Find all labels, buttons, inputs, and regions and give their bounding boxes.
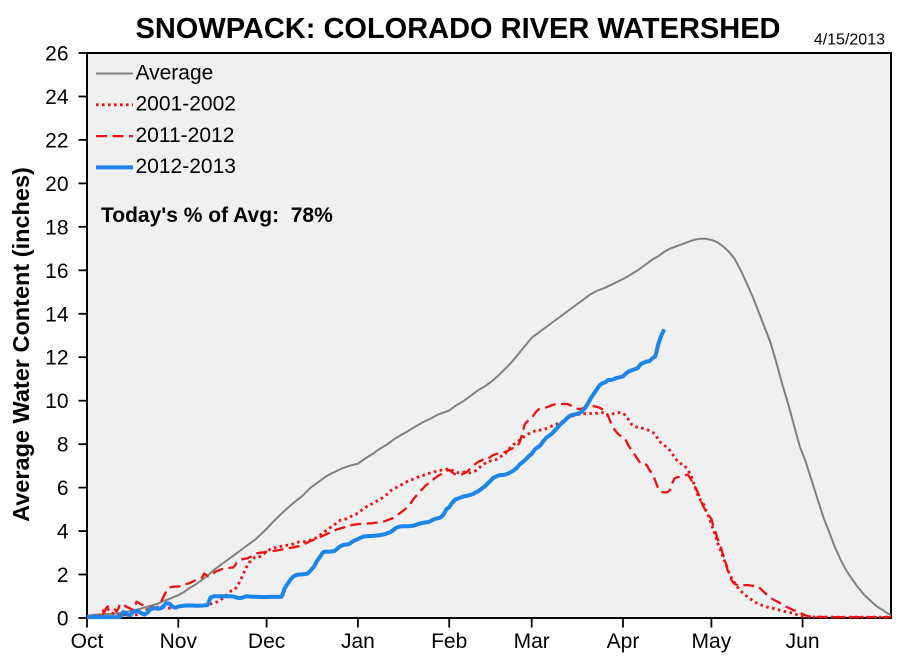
svg-text:18: 18 bbox=[45, 216, 68, 239]
svg-text:4: 4 bbox=[57, 521, 69, 544]
svg-text:Apr: Apr bbox=[607, 630, 640, 653]
svg-text:SNOWPACK: COLORADO RIVER WATER: SNOWPACK: COLORADO RIVER WATERSHED bbox=[136, 13, 781, 45]
svg-text:Feb: Feb bbox=[431, 630, 467, 653]
svg-text:16: 16 bbox=[45, 260, 68, 283]
svg-text:12: 12 bbox=[45, 347, 68, 370]
svg-text:Dec: Dec bbox=[248, 630, 285, 653]
svg-text:6: 6 bbox=[57, 477, 69, 500]
svg-text:Jun: Jun bbox=[786, 630, 820, 653]
svg-text:10: 10 bbox=[45, 390, 68, 413]
svg-text:May: May bbox=[692, 630, 732, 653]
svg-text:2: 2 bbox=[57, 564, 69, 587]
svg-text:2001-2002: 2001-2002 bbox=[136, 93, 236, 116]
svg-text:Today's % of Avg: 78%: Today's % of Avg: 78% bbox=[101, 204, 333, 227]
svg-text:2012-2013: 2012-2013 bbox=[136, 155, 236, 178]
svg-text:Mar: Mar bbox=[514, 630, 550, 653]
svg-text:8: 8 bbox=[57, 434, 69, 457]
svg-text:24: 24 bbox=[45, 86, 69, 109]
svg-text:Average Water Content (inches): Average Water Content (inches) bbox=[8, 167, 34, 522]
svg-text:0: 0 bbox=[57, 608, 69, 631]
svg-text:Jan: Jan bbox=[341, 630, 375, 653]
svg-text:Nov: Nov bbox=[160, 630, 198, 653]
svg-text:Oct: Oct bbox=[71, 630, 104, 653]
svg-text:26: 26 bbox=[45, 43, 68, 66]
svg-text:22: 22 bbox=[45, 129, 68, 152]
svg-text:2011-2012: 2011-2012 bbox=[136, 124, 235, 147]
svg-text:14: 14 bbox=[45, 303, 69, 326]
svg-text:20: 20 bbox=[45, 173, 68, 196]
svg-text:Average: Average bbox=[136, 61, 214, 84]
svg-text:4/15/2013: 4/15/2013 bbox=[814, 32, 885, 49]
